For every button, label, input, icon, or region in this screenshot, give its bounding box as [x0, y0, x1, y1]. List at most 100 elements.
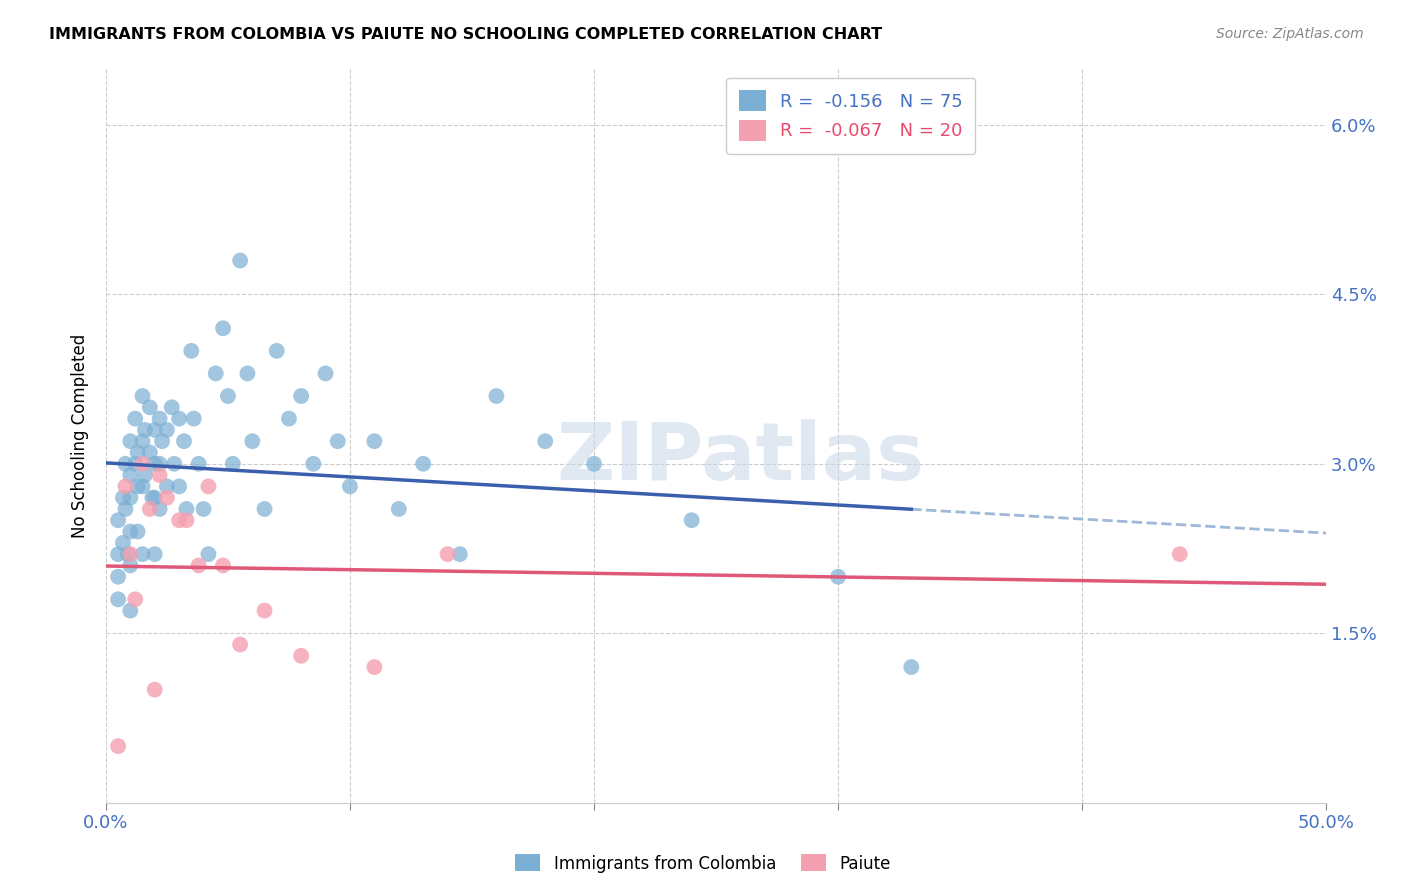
- Point: [139, 502, 162, 516]
- Point: [278, 411, 301, 425]
- Point: [149, 411, 172, 425]
- Point: [131, 389, 153, 403]
- Point: [229, 638, 252, 652]
- Point: [127, 479, 149, 493]
- Point: [134, 423, 156, 437]
- Point: [167, 513, 190, 527]
- Point: [120, 468, 142, 483]
- Point: [197, 547, 219, 561]
- Text: Source: ZipAtlas.com: Source: ZipAtlas.com: [1216, 27, 1364, 41]
- Point: [222, 457, 245, 471]
- Point: [134, 468, 156, 483]
- Legend: R =  -0.156   N = 75, R =  -0.067   N = 20: R = -0.156 N = 75, R = -0.067 N = 20: [725, 78, 976, 153]
- Point: [363, 660, 385, 674]
- Point: [124, 411, 146, 425]
- Point: [139, 445, 162, 459]
- Point: [534, 434, 557, 449]
- Point: [107, 739, 129, 753]
- Point: [127, 445, 149, 459]
- Point: [114, 502, 136, 516]
- Point: [187, 558, 209, 573]
- Point: [150, 434, 173, 449]
- Point: [143, 682, 166, 697]
- Text: IMMIGRANTS FROM COLOMBIA VS PAIUTE NO SCHOOLING COMPLETED CORRELATION CHART: IMMIGRANTS FROM COLOMBIA VS PAIUTE NO SC…: [49, 27, 883, 42]
- Point: [217, 389, 239, 403]
- Point: [120, 491, 142, 505]
- Point: [363, 434, 385, 449]
- Point: [302, 457, 325, 471]
- Point: [143, 547, 166, 561]
- Point: [107, 570, 129, 584]
- Point: [236, 367, 259, 381]
- Point: [315, 367, 337, 381]
- Point: [176, 502, 198, 516]
- Point: [266, 343, 288, 358]
- Point: [253, 502, 276, 516]
- Point: [229, 253, 252, 268]
- Point: [143, 423, 166, 437]
- Point: [253, 604, 276, 618]
- Point: [290, 389, 312, 403]
- Point: [124, 457, 146, 471]
- Point: [1168, 547, 1191, 561]
- Point: [131, 434, 153, 449]
- Point: [120, 547, 142, 561]
- Point: [156, 423, 179, 437]
- Point: [160, 401, 183, 415]
- Point: [436, 547, 458, 561]
- Point: [120, 604, 142, 618]
- Point: [183, 411, 205, 425]
- Point: [111, 491, 134, 505]
- Point: [131, 547, 153, 561]
- Point: [449, 547, 471, 561]
- Text: ZIPatlas: ZIPatlas: [557, 418, 925, 497]
- Point: [143, 457, 166, 471]
- Point: [582, 457, 605, 471]
- Point: [149, 502, 172, 516]
- Point: [187, 457, 209, 471]
- Point: [139, 401, 162, 415]
- Point: [114, 457, 136, 471]
- Point: [120, 524, 142, 539]
- Point: [204, 367, 226, 381]
- Point: [120, 558, 142, 573]
- Point: [240, 434, 263, 449]
- Point: [156, 491, 179, 505]
- Point: [412, 457, 434, 471]
- Point: [167, 479, 190, 493]
- Point: [124, 592, 146, 607]
- Point: [107, 592, 129, 607]
- Point: [107, 547, 129, 561]
- Point: [485, 389, 508, 403]
- Point: [127, 524, 149, 539]
- Point: [173, 434, 195, 449]
- Point: [131, 457, 153, 471]
- Legend: Immigrants from Colombia, Paiute: Immigrants from Colombia, Paiute: [509, 847, 897, 880]
- Point: [176, 513, 198, 527]
- Point: [290, 648, 312, 663]
- Point: [193, 502, 215, 516]
- Point: [131, 479, 153, 493]
- Point: [681, 513, 703, 527]
- Point: [141, 491, 163, 505]
- Point: [212, 558, 235, 573]
- Point: [163, 457, 186, 471]
- Y-axis label: No Schooling Completed: No Schooling Completed: [72, 334, 89, 538]
- Point: [197, 479, 219, 493]
- Point: [114, 479, 136, 493]
- Point: [156, 479, 179, 493]
- Point: [388, 502, 411, 516]
- Point: [180, 343, 202, 358]
- Point: [111, 536, 134, 550]
- Point: [143, 491, 166, 505]
- Point: [107, 513, 129, 527]
- Point: [212, 321, 235, 335]
- Point: [120, 434, 142, 449]
- Point: [117, 547, 139, 561]
- Point: [149, 457, 172, 471]
- Point: [149, 468, 172, 483]
- Point: [326, 434, 349, 449]
- Point: [827, 570, 849, 584]
- Point: [339, 479, 361, 493]
- Point: [900, 660, 922, 674]
